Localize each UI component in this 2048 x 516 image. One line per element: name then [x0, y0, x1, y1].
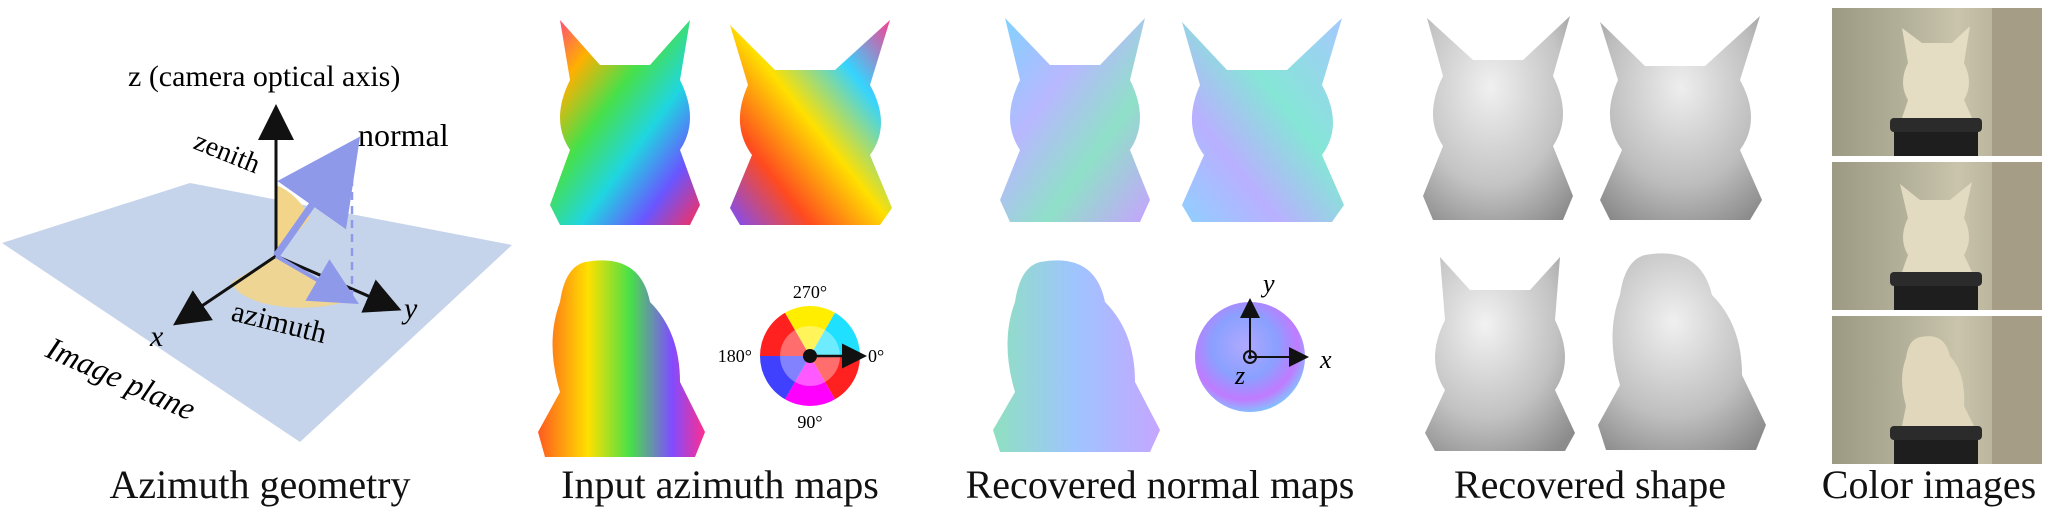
sphere-y-label: y: [1260, 269, 1275, 298]
wheel-label-270: 270°: [793, 282, 827, 302]
sphere-x-label: x: [1319, 345, 1332, 374]
color-image-1: [1832, 8, 2042, 156]
azimuth-geometry-panel: z (camera optical axis) normal zenith az…: [0, 0, 520, 516]
image-plane: [2, 183, 512, 442]
recovered-normal-maps-panel: y x z Recovered normal maps: [960, 0, 1360, 516]
shape-render-three-quarter: [1590, 8, 1770, 223]
normal-arrow: [273, 136, 361, 259]
recovered-shape-caption: Recovered shape: [1453, 462, 1727, 507]
normal-map-side: [985, 252, 1165, 457]
color-image-2: [1832, 162, 2042, 310]
color-images-panel: Color images: [1810, 0, 2048, 516]
color-images-caption: Color images: [1821, 462, 2037, 507]
input-azimuth-maps-caption: Input azimuth maps: [561, 462, 879, 507]
normal-sphere-legend: y x z: [1185, 262, 1345, 432]
input-azimuth-maps-panel: 270° 180° 0° 90° Input azimuth maps: [530, 0, 910, 516]
x-axis-arrow: [173, 254, 277, 326]
azimuth-geometry-caption: Azimuth geometry: [109, 462, 411, 507]
color-wheel: [760, 306, 867, 406]
recovered-normal-maps-caption: Recovered normal maps: [965, 462, 1355, 507]
wheel-label-180: 180°: [718, 346, 752, 366]
zenith-label: zenith: [189, 126, 264, 180]
azimuth-map-side: [530, 252, 710, 462]
azimuth-map-front: [540, 10, 710, 230]
azimuth-color-wheel-legend: 270° 180° 0° 90°: [710, 268, 910, 448]
normal-map-three-quarter: [1172, 10, 1352, 225]
shape-render-front: [1415, 8, 1580, 223]
z-axis-label: z (camera optical axis): [128, 60, 400, 93]
shape-render-back: [1420, 245, 1580, 455]
shape-render-side: [1590, 245, 1770, 455]
azimuth-map-three-quarter: [720, 10, 900, 230]
y-axis-label: y: [401, 292, 418, 325]
normal-map-front: [990, 10, 1160, 225]
azimuth-geometry-diagram: z (camera optical axis) normal zenith az…: [2, 60, 512, 442]
wheel-label-0: 0°: [868, 346, 884, 366]
x-axis-label: x: [149, 320, 164, 353]
wheel-label-90: 90°: [797, 412, 822, 432]
color-image-3: [1832, 316, 2042, 464]
azimuth-projection-arrow: [274, 254, 359, 305]
sphere-z-label: z: [1234, 361, 1245, 390]
normal-label: normal: [358, 117, 449, 153]
recovered-shape-panel: Recovered shape: [1400, 0, 1780, 516]
